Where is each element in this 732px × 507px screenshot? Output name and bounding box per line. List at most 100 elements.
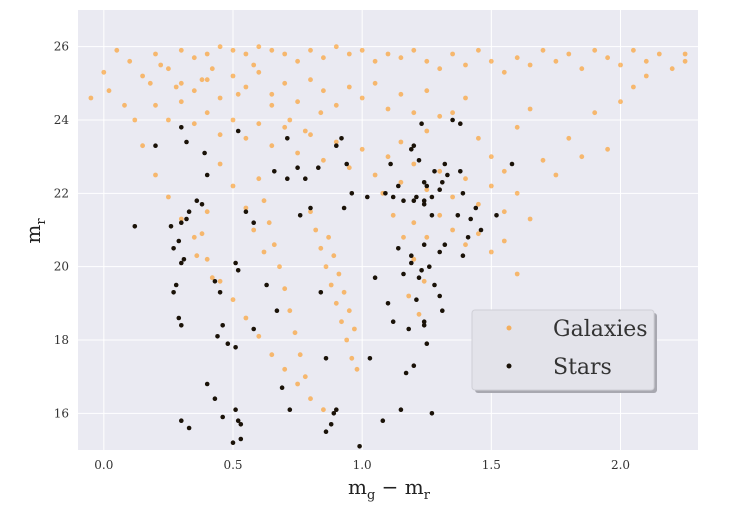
galaxy-point [178, 216, 184, 222]
star-point [419, 268, 424, 273]
star-point [442, 161, 448, 167]
star-point [316, 165, 321, 170]
galaxy-point [243, 205, 249, 211]
star-point [184, 139, 189, 145]
star-point [233, 407, 238, 413]
galaxy-point [411, 47, 417, 53]
galaxy-point [514, 271, 520, 277]
galaxy-point [269, 352, 275, 358]
star-point [509, 161, 515, 167]
star-point [414, 297, 419, 303]
galaxy-point [261, 249, 267, 255]
galaxy-point [359, 95, 365, 101]
star-point [179, 125, 184, 130]
galaxy-point [199, 231, 205, 237]
galaxy-point [318, 245, 324, 251]
galaxy-point [269, 47, 275, 53]
galaxy-point [346, 165, 352, 171]
y-tick-label: 22 [54, 186, 69, 200]
star-point [168, 224, 174, 229]
galaxy-point [191, 234, 197, 240]
star-point [297, 213, 303, 218]
galaxy-point [302, 128, 308, 134]
galaxy-point [514, 190, 520, 196]
star-point [179, 220, 184, 225]
star-point [421, 202, 427, 207]
galaxy-point [349, 355, 355, 361]
galaxy-point [488, 249, 494, 255]
y-tick-label: 24 [54, 113, 70, 127]
galaxy-point [292, 330, 298, 336]
star-point [179, 260, 184, 266]
galaxy-point [411, 220, 417, 226]
galaxy-point [421, 278, 427, 284]
galaxy-point [204, 209, 210, 215]
star-point [494, 213, 499, 218]
galaxy-point [153, 102, 158, 108]
star-point [295, 165, 300, 170]
galaxy-point [191, 88, 197, 94]
star-point [186, 209, 192, 214]
galaxy-point [463, 62, 468, 68]
star-point [173, 282, 179, 288]
galaxy-point [321, 157, 326, 163]
galaxy-point [450, 194, 455, 200]
galaxy-point [618, 99, 623, 105]
star-point [204, 381, 210, 387]
star-point [372, 275, 378, 281]
star-point [285, 176, 290, 181]
galaxy-point [346, 84, 352, 90]
star-point [331, 411, 337, 416]
star-point [285, 136, 290, 141]
galaxy-point [282, 80, 288, 86]
galaxy-point [256, 69, 262, 75]
star-point [323, 429, 329, 435]
star-point [390, 319, 396, 325]
galaxy-point [463, 242, 468, 248]
galaxy-point [669, 66, 675, 72]
star-point [217, 290, 223, 295]
galaxy-point [476, 201, 481, 207]
galaxy-point [243, 51, 249, 57]
star-point [272, 169, 277, 174]
galaxy-point [656, 51, 662, 57]
galaxy-point [266, 220, 272, 226]
galaxy-point [217, 44, 223, 50]
galaxy-point [437, 168, 443, 174]
galaxy-point [140, 143, 146, 149]
galaxy-point [256, 121, 262, 127]
galaxy-point [605, 146, 610, 152]
galaxy-point [235, 91, 241, 97]
star-point [303, 176, 308, 181]
galaxy-point [166, 117, 171, 123]
galaxy-point [416, 311, 422, 317]
star-point [396, 246, 401, 251]
galaxy-point [527, 62, 533, 68]
star-point [186, 425, 192, 431]
star-point [238, 422, 244, 427]
galaxy-point [643, 73, 649, 79]
galaxy-point [463, 176, 468, 182]
galaxy-point [282, 51, 288, 57]
star-point [274, 308, 280, 314]
star-point [401, 198, 406, 203]
star-point [406, 326, 412, 332]
star-point [215, 334, 220, 339]
galaxy-point [682, 51, 688, 57]
star-point [220, 414, 225, 420]
galaxy-point [631, 84, 636, 90]
star-point [349, 191, 355, 196]
galaxy-point [204, 77, 210, 83]
star-point [171, 246, 176, 251]
galaxy-point [178, 80, 184, 86]
star-point [204, 172, 210, 178]
star-point [411, 363, 417, 369]
star-point [424, 183, 430, 189]
galaxy-point [308, 47, 313, 53]
galaxy-point [437, 113, 443, 119]
galaxy-point [553, 58, 559, 64]
star-point [367, 356, 373, 361]
galaxy-point [341, 289, 347, 295]
galaxy-point [346, 308, 352, 314]
star-point [401, 271, 406, 277]
